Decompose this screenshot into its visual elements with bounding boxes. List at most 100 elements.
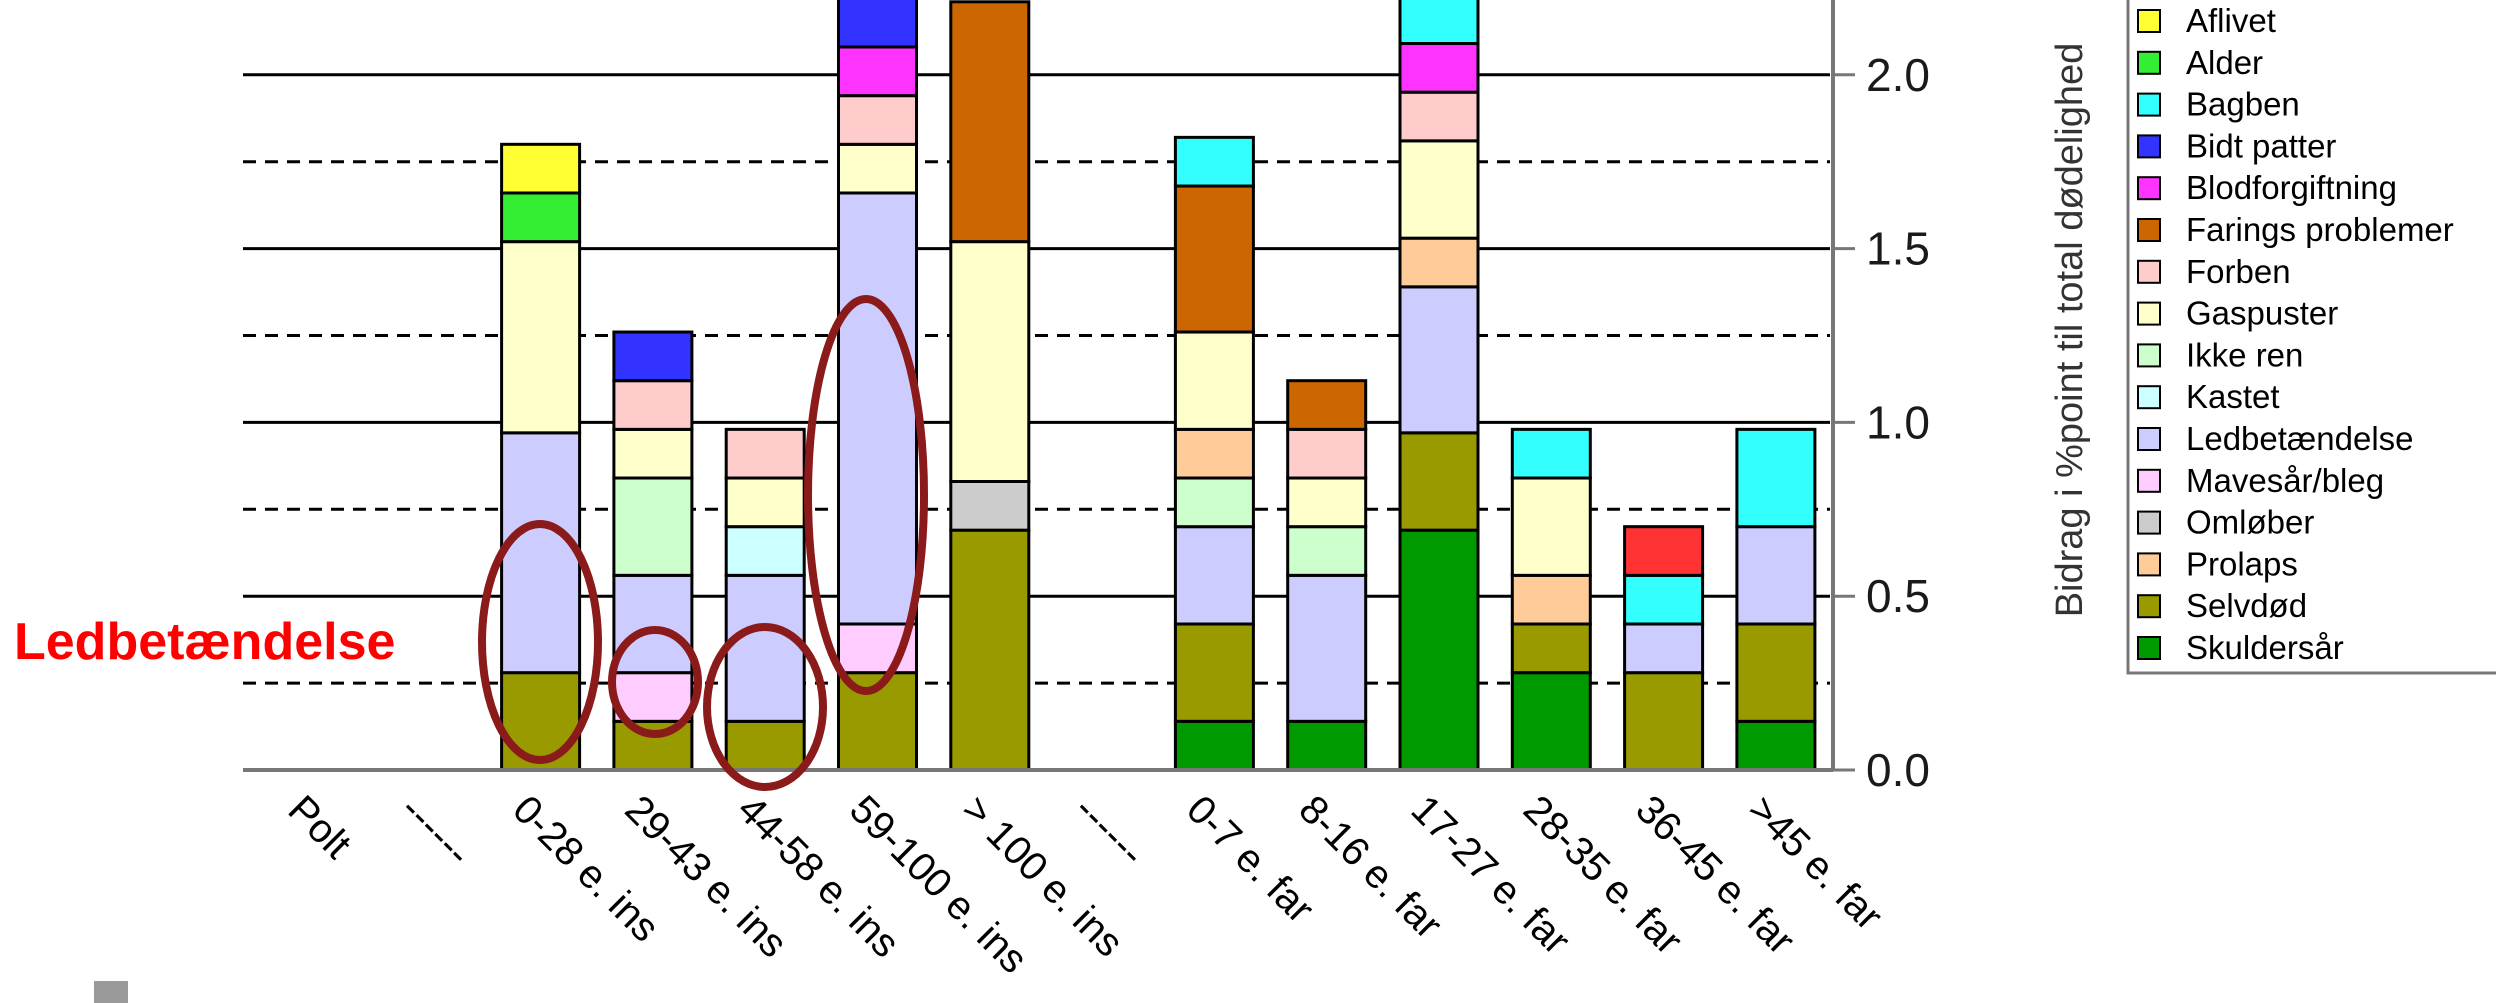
bar-segment-17-27-e-far-bagben	[1398, 0, 1480, 46]
legend-swatch-maves-r-bleg	[2137, 468, 2161, 493]
legend-swatch-aflivet	[2137, 9, 2161, 33]
bar-segment-8-16-e-far-farings-problemer	[1286, 379, 1368, 431]
legend-swatch-ikke-ren	[2137, 343, 2161, 368]
bar-segment-0-28-e-ins-gaspuster	[500, 240, 582, 435]
bar-segment-28-35-e-far-selvd-d	[1510, 622, 1592, 675]
legend-swatch-ledbet-ndelse	[2137, 427, 2161, 451]
bar-segment-59-100-e-ins-bidt-patter	[837, 0, 918, 49]
legend-label-ledbet-ndelse: Ledbetændelse	[2186, 420, 2414, 457]
bar-segment-36-45-e-far-bagben	[1623, 573, 1705, 626]
y-tick-label: 0.0	[1866, 744, 1930, 796]
legend-swatch-prolaps	[2137, 552, 2161, 577]
bar-segment-36-45-e-far-selvd-d	[1623, 671, 1705, 772]
bar-segment-0-7-e-far-prolaps	[1173, 427, 1255, 480]
bar-segment-0-7-e-far-bagben	[1173, 135, 1255, 188]
bar-segment-17-27-e-far-selvd-d	[1398, 431, 1480, 532]
bar-segment-100-e-ins-farings-problemer	[949, 0, 1031, 244]
legend-label-blodforgiftning: Blodforgiftning	[2186, 169, 2397, 206]
bar-segment-28-35-e-far-prolaps	[1510, 573, 1592, 626]
bar-segment-29-43-e-ins-gaspuster	[612, 427, 694, 480]
legend-swatch-bagben	[2137, 92, 2161, 117]
legend-swatch-bidt-patter	[2137, 134, 2161, 159]
y-axis-title: Bidrag i %point til total dødelighed	[2049, 43, 2091, 618]
legend-label-forben: Forben	[2186, 253, 2291, 290]
bar-segment-45-e-far-selvd-d	[1735, 622, 1817, 723]
legend-label-selvd-d: Selvdød	[2186, 587, 2307, 624]
legend-label-bagben: Bagben	[2186, 86, 2300, 123]
bar-segment-17-27-e-far-prolaps	[1398, 236, 1480, 289]
highlight-ellipse-29-43-e-ins	[608, 626, 702, 738]
y-tick-label: 0.5	[1866, 570, 1930, 622]
bar-segment-0-7-e-far-ledbet-ndelse	[1173, 525, 1255, 626]
highlight-ellipse-59-100-e-ins	[804, 295, 928, 695]
legend-swatch-farings-problemer	[2137, 218, 2161, 242]
legend-swatch-oml-ber	[2137, 510, 2161, 535]
legend-swatch-forben	[2137, 259, 2161, 284]
bar-segment-44-58-e-ins-gaspuster	[724, 476, 806, 529]
legend-swatch-kastet	[2137, 385, 2161, 410]
bar-segment-44-58-e-ins-kastet	[724, 525, 806, 577]
bar-segment-0-28-e-ins-alder	[500, 191, 582, 244]
legend-label-gaspuster: Gaspuster	[2186, 295, 2338, 332]
legend-swatch-blodforgiftning	[2137, 176, 2161, 201]
bar-segment-0-7-e-far-skulders-r	[1173, 719, 1255, 772]
bar-segment-0-7-e-far-gaspuster	[1173, 330, 1255, 431]
x-tick-label: ------	[1066, 787, 1154, 875]
legend-label-kastet: Kastet	[2186, 378, 2280, 415]
legend-label-ikke-ren: Ikke ren	[2186, 336, 2303, 373]
bar-segment-45-e-far-skulders-r	[1735, 719, 1817, 772]
legend-label-oml-ber: Omløber	[2186, 504, 2314, 541]
bar-segment-8-16-e-far-forben	[1286, 427, 1368, 480]
bar-segment-0-28-e-ins-aflivet	[500, 142, 582, 195]
bar-segment-100-e-ins-gaspuster	[949, 240, 1031, 483]
bar-segment-45-e-far-ledbet-ndelse	[1735, 525, 1817, 626]
bar-segment-17-27-e-far-skulders-r	[1398, 528, 1480, 772]
y-tick-label: 1.5	[1866, 223, 1930, 275]
logo-mark	[94, 981, 128, 1003]
bar-segment-0-28-e-ins-ledbet-ndelse	[500, 431, 582, 675]
bar-segment-0-7-e-far-ikke-ren	[1173, 476, 1255, 529]
bar-segment-0-7-e-far-selvd-d	[1173, 622, 1255, 723]
bar-segment-29-43-e-ins-ledbet-ndelse	[612, 573, 694, 675]
legend-label-maves-r-bleg: Mavesår/bleg	[2186, 462, 2384, 499]
bar-segment-29-43-e-ins-ikke-ren	[612, 476, 694, 577]
bar-segment-29-43-e-ins-forben	[612, 379, 694, 431]
legend-swatch-alder	[2137, 50, 2161, 75]
bar-segment-59-100-e-ins-forben	[837, 94, 918, 146]
legend-label-aflivet: Aflivet	[2186, 2, 2276, 39]
highlight-ellipse-44-58-e-ins	[703, 623, 827, 791]
bar-segment-8-16-e-far-gaspuster	[1286, 476, 1368, 529]
bar-segment-59-100-e-ins-gaspuster	[837, 142, 918, 195]
bar-segment-8-16-e-far-skulders-r	[1286, 719, 1368, 772]
bar-segment-8-16-e-far-ikke-ren	[1286, 525, 1368, 577]
annotation-label: Ledbetændelse	[14, 613, 396, 671]
bar-segment-28-35-e-far-bagben	[1510, 427, 1592, 480]
bar-segment-100-e-ins-oml-ber	[949, 479, 1031, 532]
bar-segment-29-43-e-ins-bidt-patter	[612, 330, 694, 383]
legend-label-farings-problemer: Farings problemer	[2186, 211, 2454, 248]
bar-segment-36-45-e-far-unlabeled	[1623, 525, 1705, 577]
bar-segment-8-16-e-far-ledbet-ndelse	[1286, 573, 1368, 723]
bar-segment-29-43-e-ins-maves-r-bleg	[612, 671, 694, 723]
bar-segment-59-100-e-ins-blodforgiftning	[837, 45, 918, 98]
highlight-ellipse-0-28-e-ins	[478, 520, 602, 764]
legend-label-alder: Alder	[2186, 44, 2263, 81]
y-tick-label: 2.0	[1866, 49, 1930, 101]
bar-segment-44-58-e-ins-ledbet-ndelse	[724, 573, 806, 723]
bar-segment-44-58-e-ins-forben	[724, 427, 806, 480]
bar-segment-59-100-e-ins-ledbet-ndelse	[837, 191, 918, 626]
y-tick-label: 1.0	[1866, 396, 1930, 448]
bar-segment-28-35-e-far-skulders-r	[1510, 671, 1592, 772]
bar-segment-0-7-e-far-farings-problemer	[1173, 184, 1255, 334]
legend-label-prolaps: Prolaps	[2186, 545, 2298, 582]
legend-swatch-gaspuster	[2137, 301, 2161, 326]
bar-segment-45-e-far-bagben	[1735, 427, 1817, 529]
x-tick-label: ------	[392, 787, 480, 875]
legend-swatch-selvd-d	[2137, 594, 2161, 619]
legend-label-skulders-r: Skuldersår	[2186, 629, 2344, 666]
bar-segment-0-28-e-ins-selvd-d	[500, 671, 582, 772]
legend-label-bidt-patter: Bidt patter	[2186, 127, 2336, 164]
bar-segment-17-27-e-far-blodforgiftning	[1398, 42, 1480, 94]
